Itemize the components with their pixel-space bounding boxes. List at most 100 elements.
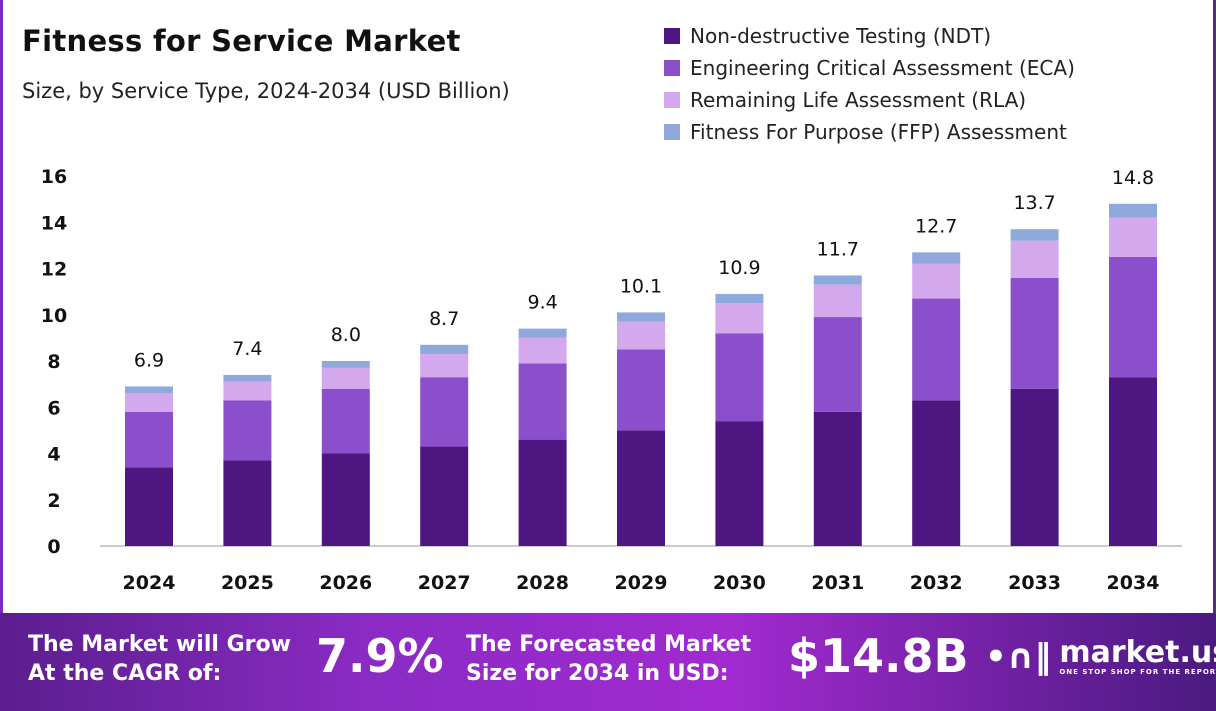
y-tick-label: 0 bbox=[47, 536, 60, 558]
market-us-logo: •∩‖ market.us ONE STOP SHOP FOR THE REPO… bbox=[985, 637, 1216, 677]
y-tick-label: 16 bbox=[41, 166, 67, 188]
total-data-label: 10.1 bbox=[620, 275, 662, 297]
chart-subtitle: Size, by Service Type, 2024-2034 (USD Bi… bbox=[22, 79, 510, 103]
bar-segment-ffp bbox=[518, 328, 567, 338]
logo-name: market.us bbox=[1059, 635, 1216, 670]
bar-segment-eca bbox=[617, 349, 665, 431]
x-tick-label: 2025 bbox=[221, 572, 274, 594]
x-tick-label: 2028 bbox=[516, 572, 569, 594]
bar-segment-eca bbox=[1010, 277, 1059, 389]
bar-segment-ndt bbox=[223, 460, 272, 546]
total-data-label: 14.8 bbox=[1112, 167, 1154, 189]
y-tick-label: 8 bbox=[47, 351, 60, 373]
bar-segment-ffp bbox=[813, 275, 862, 285]
bar-segment-ndt bbox=[518, 439, 567, 546]
forecast-label: The Forecasted Market Size for 2034 in U… bbox=[466, 630, 751, 688]
bar-segment-rla bbox=[715, 303, 764, 334]
forecast-label-line2: Size for 2034 in USD: bbox=[466, 661, 729, 686]
bar-segment-ndt bbox=[617, 430, 665, 546]
x-tick-label: 2029 bbox=[615, 572, 668, 594]
y-tick-label: 6 bbox=[47, 397, 60, 419]
bar-segment-ndt bbox=[125, 467, 173, 546]
cagr-label-line1: The Market will Grow bbox=[28, 632, 291, 657]
bar-segment-ffp bbox=[715, 293, 764, 304]
legend-swatch bbox=[664, 60, 680, 76]
x-tick-label: 2027 bbox=[418, 572, 471, 594]
total-data-label: 12.7 bbox=[915, 215, 957, 237]
bar-segment-eca bbox=[715, 333, 764, 422]
bar-segment-ffp bbox=[125, 386, 173, 394]
legend-swatch bbox=[664, 28, 680, 44]
x-tick-label: 2026 bbox=[319, 572, 372, 594]
total-data-label: 8.0 bbox=[331, 324, 361, 346]
bar-segment-eca bbox=[125, 411, 173, 468]
bar-segment-ffp bbox=[420, 344, 469, 355]
total-data-label: 10.9 bbox=[718, 257, 760, 279]
bar-segment-rla bbox=[420, 354, 469, 378]
y-tick-label: 2 bbox=[47, 490, 60, 512]
bar-segment-eca bbox=[321, 388, 370, 454]
cagr-label: The Market will Grow At the CAGR of: bbox=[28, 630, 291, 688]
forecast-value: $14.8B bbox=[788, 629, 969, 683]
y-tick-label: 12 bbox=[41, 259, 67, 281]
bar-segment-rla bbox=[912, 263, 961, 299]
bar-segment-ffp bbox=[223, 374, 272, 382]
bar-segment-rla bbox=[223, 381, 272, 401]
chart-frame bbox=[0, 0, 1216, 613]
cagr-value: 7.9% bbox=[316, 629, 444, 683]
legend-item-ffp: Fitness For Purpose (FFP) Assessment bbox=[664, 116, 1075, 148]
bar-segment-ndt bbox=[715, 421, 764, 546]
legend-label: Remaining Life Assessment (RLA) bbox=[690, 88, 1027, 112]
total-data-label: 11.7 bbox=[817, 238, 859, 260]
footer-banner: The Market will Grow At the CAGR of: 7.9… bbox=[0, 613, 1216, 711]
total-data-label: 8.7 bbox=[429, 308, 459, 330]
bar-segment-ffp bbox=[321, 361, 370, 368]
bar-segment-rla bbox=[1010, 240, 1059, 278]
bar-segment-rla bbox=[617, 321, 665, 350]
legend-item-eca: Engineering Critical Assessment (ECA) bbox=[664, 52, 1075, 84]
legend-label: Engineering Critical Assessment (ECA) bbox=[690, 56, 1075, 80]
logo-icon: •∩‖ bbox=[985, 637, 1052, 677]
total-data-label: 13.7 bbox=[1013, 192, 1055, 214]
x-tick-label: 2033 bbox=[1008, 572, 1061, 594]
bar-segment-ffp bbox=[1010, 229, 1059, 241]
legend-label: Fitness For Purpose (FFP) Assessment bbox=[690, 120, 1067, 144]
bar-segment-rla bbox=[125, 393, 173, 412]
bar-segment-ndt bbox=[912, 400, 961, 546]
bar-segment-eca bbox=[223, 400, 272, 461]
bar-segment-eca bbox=[518, 363, 567, 440]
legend: Non-destructive Testing (NDT) Engineerin… bbox=[664, 20, 1075, 148]
legend-swatch bbox=[664, 92, 680, 108]
x-tick-label: 2030 bbox=[713, 572, 766, 594]
x-tick-label: 2034 bbox=[1107, 572, 1160, 594]
chart-title: Fitness for Service Market bbox=[22, 24, 461, 58]
y-tick-label: 4 bbox=[47, 444, 60, 466]
bar-segment-ndt bbox=[813, 411, 862, 546]
total-data-label: 7.4 bbox=[232, 338, 262, 360]
y-tick-label: 14 bbox=[41, 212, 67, 234]
legend-swatch bbox=[664, 124, 680, 140]
total-data-label: 9.4 bbox=[527, 292, 557, 314]
bar-segment-ndt bbox=[1109, 377, 1157, 546]
bar-segment-ffp bbox=[912, 252, 961, 264]
bar-segment-rla bbox=[518, 337, 567, 364]
x-tick-label: 2031 bbox=[811, 572, 864, 594]
bar-segment-eca bbox=[813, 317, 862, 412]
bar-segment-ndt bbox=[321, 453, 370, 546]
bar-segment-ffp bbox=[1109, 203, 1157, 218]
x-tick-label: 2032 bbox=[910, 572, 963, 594]
bar-segment-eca bbox=[420, 377, 469, 447]
bar-chart: 0 2 4 6 8 10 12 14 16 6.9 2024 7.4 2025 8.0 2026 8.7 202… bbox=[41, 166, 1182, 594]
forecast-label-line1: The Forecasted Market bbox=[466, 632, 752, 657]
bar-segment-ffp bbox=[617, 312, 665, 322]
bar-segment-rla bbox=[1109, 217, 1157, 257]
bar-segment-eca bbox=[912, 298, 961, 401]
bar-segment-eca bbox=[1109, 256, 1157, 378]
bar-segment-ndt bbox=[1010, 388, 1059, 546]
y-tick-label: 10 bbox=[41, 305, 67, 327]
legend-item-rla: Remaining Life Assessment (RLA) bbox=[664, 84, 1075, 116]
bar-segment-ndt bbox=[420, 446, 469, 546]
legend-item-ndt: Non-destructive Testing (NDT) bbox=[664, 20, 1075, 52]
cagr-label-line2: At the CAGR of: bbox=[28, 661, 222, 686]
legend-label: Non-destructive Testing (NDT) bbox=[690, 24, 991, 48]
